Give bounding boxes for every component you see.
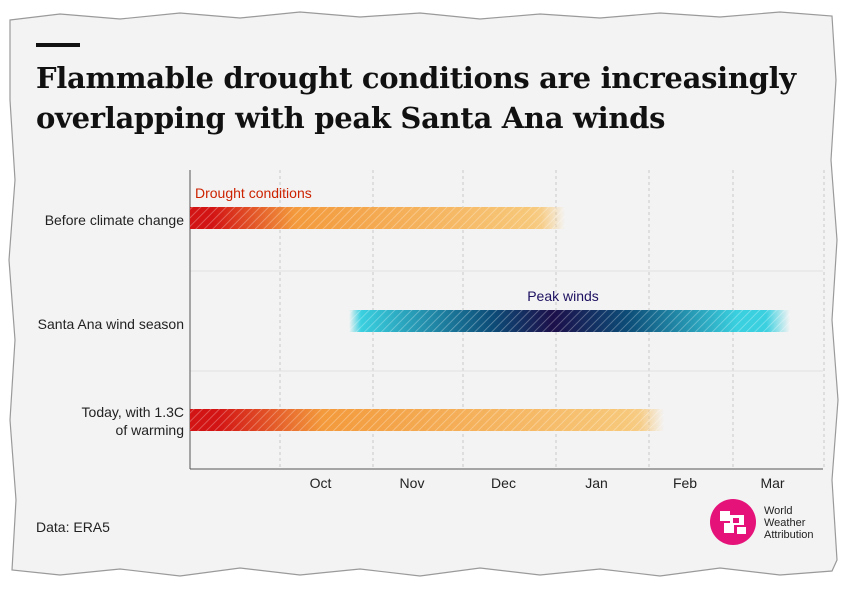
chart-title-line-1: Flammable drought conditions are increas… [36, 61, 796, 95]
chart-title-line-2: overlapping with peak Santa Ana winds [36, 101, 666, 135]
annotation-peak-winds: Peak winds [527, 288, 599, 304]
row-label-santa-ana-line-1: Santa Ana wind season [37, 316, 184, 332]
x-tick-label-feb: Feb [673, 475, 697, 491]
row-label-today-line-2: of warming [115, 422, 184, 438]
row-label-santa-ana: Santa Ana wind season [38, 315, 184, 333]
x-tick-label-oct: Oct [310, 475, 332, 491]
timeline-bar-hatch-0 [190, 207, 565, 229]
row-label-today-line-1: Today, with 1.3C [81, 404, 184, 420]
row-label-before-line-1: Before climate change [44, 212, 184, 228]
wwa-logo-line-2: Weather [764, 517, 806, 529]
data-source: Data: ERA5 [36, 519, 110, 535]
row-label-today: Today, with 1.3C of warming [82, 403, 184, 439]
wwa-logo-line-1: World [764, 505, 793, 517]
x-tick-label-nov: Nov [400, 475, 425, 491]
wwa-logo-text: World Weather Attribution [764, 505, 814, 541]
wwa-logo-icon [710, 499, 756, 545]
x-tick-label-dec: Dec [491, 475, 516, 491]
wwa-logo-line-3: Attribution [764, 529, 814, 541]
timeline-bar-hatch-2 [190, 409, 664, 431]
x-tick-label-jan: Jan [585, 475, 608, 491]
annotation-drought-conditions: Drought conditions [195, 185, 312, 201]
chart-title: Flammable drought conditions are increas… [36, 58, 826, 138]
title-rule [36, 43, 80, 47]
row-label-before: Before climate change [45, 211, 184, 229]
timeline-bar-hatch-1 [349, 310, 790, 332]
x-tick-label-mar: Mar [760, 475, 784, 491]
